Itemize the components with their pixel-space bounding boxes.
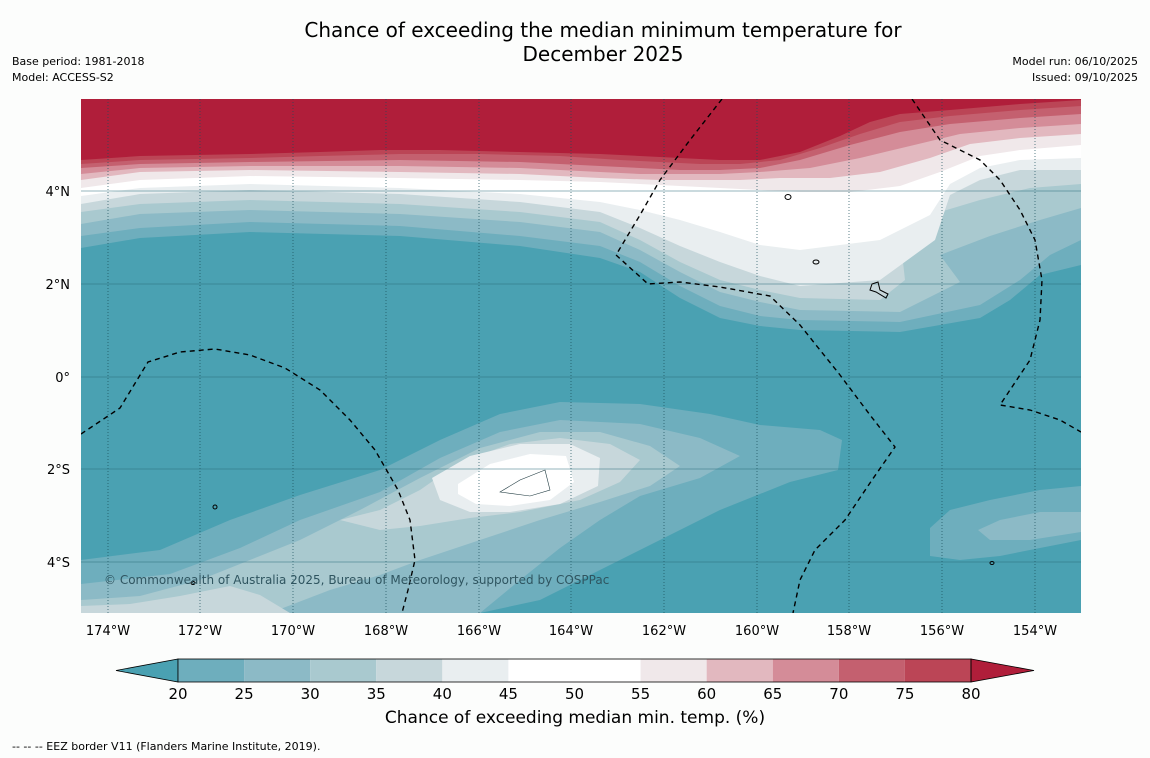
lat-label-0: 4°N bbox=[46, 185, 71, 200]
colorbar-segment-2 bbox=[310, 659, 377, 682]
lat-label-4: 4°S bbox=[47, 556, 70, 571]
base-period-text: Base period: 1981-2018 bbox=[12, 55, 145, 68]
colorbar-frame bbox=[177, 658, 972, 683]
colorbar-tick-10: 70 bbox=[829, 685, 848, 703]
island-small-2 bbox=[989, 561, 995, 565]
model-name-text: Model: ACCESS-S2 bbox=[12, 71, 114, 84]
island-kiritimati bbox=[869, 281, 889, 299]
colorbar-segment-10 bbox=[838, 659, 905, 682]
lon-label-1: 172°W bbox=[178, 624, 222, 639]
colorbar-tick-5: 45 bbox=[499, 685, 518, 703]
sw-band-45-55 bbox=[458, 454, 574, 506]
sw-band-55-60-outline bbox=[499, 469, 551, 497]
colorbar-tick-12: 80 bbox=[961, 685, 980, 703]
colorbar-segment-4 bbox=[442, 659, 509, 682]
colorbar-segment-1 bbox=[244, 659, 311, 682]
colorbar-label: Chance of exceeding median min. temp. (%… bbox=[384, 708, 766, 728]
title-line-2: December 2025 bbox=[522, 42, 684, 66]
lon-label-4: 166°W bbox=[457, 624, 501, 639]
title-line-1: Chance of exceeding the median minimum t… bbox=[304, 18, 902, 42]
map-title: Chance of exceeding the median minimum t… bbox=[250, 18, 956, 66]
sw-band-35-40 bbox=[81, 586, 290, 613]
lon-label-0: 174°W bbox=[86, 624, 130, 639]
latitude-labels: 4°N 2°N 0° 2°S 4°S bbox=[46, 185, 71, 571]
colorbar-segment-3 bbox=[376, 659, 443, 682]
colorbar-tick-7: 55 bbox=[631, 685, 650, 703]
colorbar-tick-9: 65 bbox=[763, 685, 782, 703]
colorbar-segment-9 bbox=[772, 659, 839, 682]
colorbar-high-extend bbox=[970, 658, 1035, 683]
lon-label-8: 158°W bbox=[827, 624, 871, 639]
model-run-text: Model run: 06/10/2025 bbox=[1012, 55, 1138, 68]
colorbar-tick-11: 75 bbox=[895, 685, 914, 703]
colorbar: 20 25 30 35 40 45 50 55 60 65 70 75 80 bbox=[115, 658, 1035, 703]
model-info: Base period: 1981-2018 Model: ACCESS-S2 bbox=[12, 54, 144, 86]
island-tabuaeran bbox=[812, 259, 820, 265]
contour-band-gt80 bbox=[81, 99, 1081, 160]
colorbar-segment-8 bbox=[706, 659, 773, 682]
eez-borders bbox=[81, 99, 1081, 613]
run-info: Model run: 06/10/2025 Issued: 09/10/2025 bbox=[1012, 54, 1138, 86]
colorbar-segment-6 bbox=[574, 659, 641, 682]
copyright-text: © Commonwealth of Australia 2025, Bureau… bbox=[104, 573, 609, 587]
colorbar-tick-0: 20 bbox=[168, 685, 187, 703]
colorbar-tick-4: 40 bbox=[433, 685, 452, 703]
lat-label-2: 0° bbox=[55, 371, 70, 386]
island-small-1 bbox=[190, 581, 196, 585]
colorbar-segment-0 bbox=[178, 659, 245, 682]
eez-border-east bbox=[911, 99, 1081, 433]
latitude-lines bbox=[81, 190, 1081, 563]
lon-label-10: 154°W bbox=[1013, 624, 1057, 639]
colorbar-tick-8: 60 bbox=[697, 685, 716, 703]
colorbar-low-extend bbox=[115, 658, 179, 683]
issued-date-text: Issued: 09/10/2025 bbox=[1031, 71, 1138, 84]
footnote: -- -- -- EEZ border V11 (Flanders Marine… bbox=[12, 740, 321, 753]
lat-label-3: 2°S bbox=[47, 463, 70, 478]
lon-label-2: 170°W bbox=[271, 624, 315, 639]
island-teraina bbox=[784, 194, 792, 200]
colorbar-tick-3: 35 bbox=[367, 685, 386, 703]
colorbar-tick-2: 30 bbox=[301, 685, 320, 703]
eez-border-west bbox=[81, 348, 416, 613]
lon-label-6: 162°W bbox=[642, 624, 686, 639]
colorbar-segment-7 bbox=[640, 659, 707, 682]
colorbar-tick-1: 25 bbox=[235, 685, 254, 703]
colorbar-segment-11 bbox=[904, 659, 971, 682]
colorbar-tick-6: 50 bbox=[565, 685, 584, 703]
lon-label-9: 156°W bbox=[920, 624, 964, 639]
eez-border-central bbox=[615, 99, 896, 613]
islands bbox=[190, 194, 995, 585]
map-field bbox=[81, 99, 1081, 613]
se-band-25-30 bbox=[978, 512, 1081, 540]
lon-label-5: 164°W bbox=[549, 624, 593, 639]
island-malden bbox=[212, 504, 218, 510]
lon-label-7: 160°W bbox=[735, 624, 779, 639]
longitude-labels: 174°W 172°W 170°W 168°W 166°W 164°W 162°W 160°W… bbox=[86, 624, 1057, 639]
lon-label-3: 168°W bbox=[364, 624, 408, 639]
colorbar-segment-5 bbox=[508, 659, 575, 682]
lat-label-1: 2°N bbox=[46, 278, 71, 293]
